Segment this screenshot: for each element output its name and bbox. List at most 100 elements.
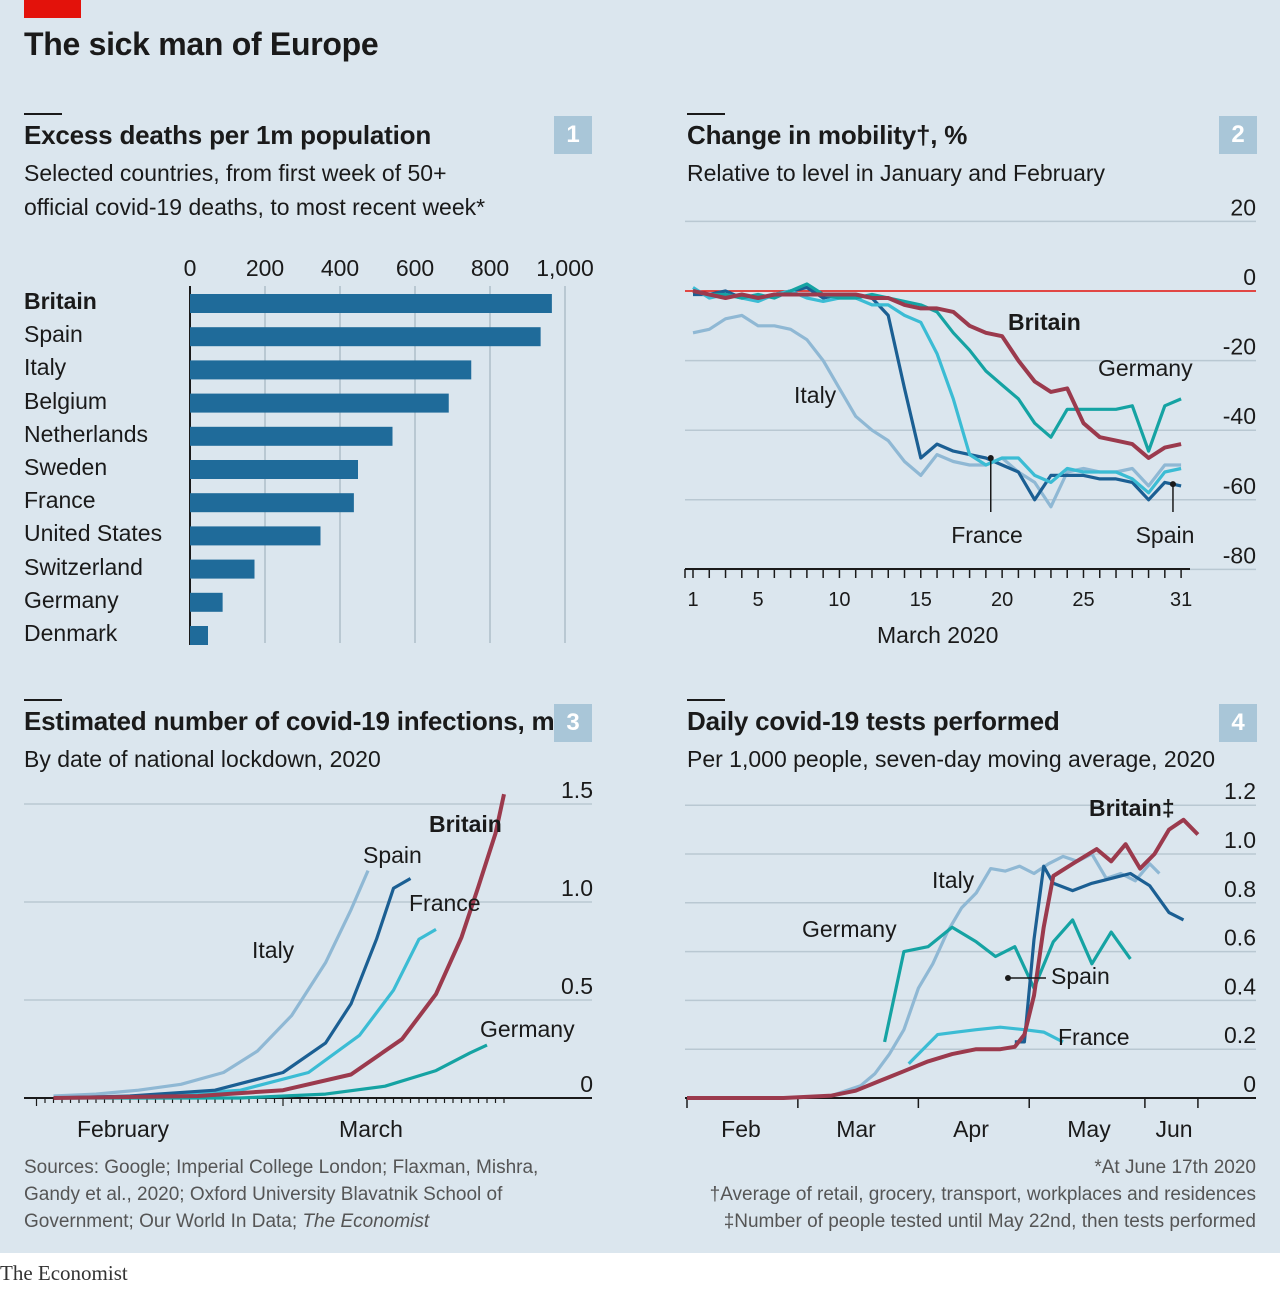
chart-1-bar-belgium xyxy=(190,393,449,413)
chart-1-label-united-states: United States xyxy=(24,520,163,547)
chart-1-title: Excess deaths per 1m population xyxy=(24,120,432,150)
chart-1-label-france: France xyxy=(24,487,96,514)
chart-2-xtick-31: 31 xyxy=(1170,589,1192,611)
chart-1-label-spain: Spain xyxy=(24,321,83,348)
chart-1-label-denmark: Denmark xyxy=(24,620,118,646)
panel-1-rule xyxy=(24,113,62,115)
chart-2-ytick-0: 0 xyxy=(1243,264,1256,290)
chart-3-ytick-1-0: 1.0 xyxy=(561,875,593,901)
chart-3-label-france: France xyxy=(409,890,481,916)
chart-1-tick-200: 200 xyxy=(246,255,284,281)
chart-1-label-belgium: Belgium xyxy=(24,387,108,414)
chart-1-bar-france xyxy=(190,493,354,513)
chart-2-badge: 2 xyxy=(1219,116,1257,154)
chart-2-xtick-5: 5 xyxy=(753,589,764,611)
chart-2-label-italy: Italy xyxy=(794,382,837,408)
chart-1-badge: 1 xyxy=(554,116,592,154)
chart-4-label-britain: Britain‡ xyxy=(1089,795,1175,821)
panel-2-rule xyxy=(687,113,725,115)
chart-4-subtitle: Per 1,000 people, seven-day moving avera… xyxy=(687,746,1216,772)
chart-2-ytick-20: -20 xyxy=(1223,334,1256,360)
chart-1-tick-800: 800 xyxy=(471,255,509,281)
chart-4-badge: 4 xyxy=(1219,704,1257,742)
chart-1-tick-600: 600 xyxy=(396,255,434,281)
chart-4-ytick-1-0: 1.0 xyxy=(1224,827,1256,853)
chart-4-ytick-1-2: 1.2 xyxy=(1224,778,1256,804)
chart-4-xtick-mar: Mar xyxy=(836,1116,876,1142)
chart-4-label-italy: Italy xyxy=(932,867,975,893)
chart-3-ytick-1-5: 1.5 xyxy=(561,777,593,803)
chart-4-xtick-may: May xyxy=(1067,1116,1111,1142)
chart-4-xtick-feb: Feb xyxy=(721,1116,761,1142)
chart-2-line-germany xyxy=(692,282,1182,453)
chart-2-ytick-60: -60 xyxy=(1223,473,1256,499)
chart-1-label-sweden: Sweden xyxy=(24,454,108,480)
chart-2-ytick-20: 20 xyxy=(1230,194,1256,220)
chart-1-tick-0: 0 xyxy=(184,255,197,281)
chart-3-subtitle: By date of national lockdown, 2020 xyxy=(24,746,381,772)
chart-4-line-britain xyxy=(687,817,1200,1100)
chart-4-line-france xyxy=(907,1025,1064,1065)
chart-3-line-france xyxy=(53,928,437,1100)
chart-1-label-switzerland: Switzerland xyxy=(24,553,143,580)
chart-4-title: Daily covid-19 tests performed xyxy=(687,706,1060,736)
sources-line-3: Government; Our World In Data; The Econo… xyxy=(24,1208,429,1235)
chart-1-bar-sweden xyxy=(190,460,358,479)
chart-4-xtick-jun: Jun xyxy=(1155,1116,1192,1142)
economist-logo-text: The Economist xyxy=(0,1261,128,1285)
chart-2-spain-leader-dot xyxy=(1169,481,1176,488)
chart-3-line-italy xyxy=(53,869,370,1098)
chart-2-xtick-10: 10 xyxy=(828,589,850,611)
chart-2-line-spain xyxy=(693,285,1182,502)
sources-economist: The Economist xyxy=(302,1211,430,1232)
chart-4-spain-leader-dot xyxy=(1005,975,1011,981)
chart-1-bar-italy xyxy=(190,360,472,380)
chart-3-xtick-march: March xyxy=(339,1116,403,1142)
chart-4-ytick-0: 0 xyxy=(1243,1071,1256,1097)
chart-1-bar-denmark xyxy=(190,626,208,645)
chart-1-subtitle-line-2: official covid-19 deaths, to most recent… xyxy=(24,194,486,220)
chart-4-label-france: France xyxy=(1058,1024,1130,1050)
chart-4-ytick-0-2: 0.2 xyxy=(1224,1022,1256,1048)
chart-4-line-germany xyxy=(883,918,1132,1043)
chart-page: The sick man of Europe Excess deaths per… xyxy=(0,0,1280,1253)
chart-2-line-france xyxy=(692,286,1182,495)
chart-4-label-spain: Spain xyxy=(1051,963,1110,989)
chart-3-title: Estimated number of covid-19 infections,… xyxy=(24,706,555,736)
chart-3-badge: 3 xyxy=(554,704,592,742)
chart-2-xtick-1: 1 xyxy=(687,589,698,611)
chart-3-label-italy: Italy xyxy=(252,937,295,963)
panel-4-rule xyxy=(687,699,725,701)
chart-3-ytick-0: 0 xyxy=(580,1071,593,1097)
sources-line-2: Gandy et al., 2020; Oxford University Bl… xyxy=(24,1184,503,1205)
chart-2-label-spain: Spain xyxy=(1136,522,1195,548)
chart-3-line-germany xyxy=(53,1043,488,1100)
chart-3-label-britain: Britain xyxy=(429,811,502,837)
chart-2-line-britain xyxy=(692,289,1182,460)
economist-red-tag xyxy=(24,0,81,18)
chart-4-ytick-0-4: 0.4 xyxy=(1224,973,1256,999)
chart-3-line-britain xyxy=(53,793,506,1100)
chart-4-ytick-0-8: 0.8 xyxy=(1224,876,1256,902)
chart-3-ytick-0-5: 0.5 xyxy=(561,973,593,999)
chart-1-label-netherlands: Netherlands xyxy=(24,420,149,447)
chart-2-xtick-15: 15 xyxy=(910,589,932,611)
sources-line-3-text: Government; Our World In Data; xyxy=(24,1211,303,1232)
chart-2-ytick-40: -40 xyxy=(1223,403,1256,429)
chart-4-line-spain xyxy=(1014,864,1185,1044)
chart-1-bar-germany xyxy=(190,592,223,612)
note-asterisk: *At June 17th 2020 xyxy=(1094,1157,1256,1178)
chart-1-bar-switzerland xyxy=(190,559,255,579)
sources-line-1: Sources: Google; Imperial College London… xyxy=(24,1157,539,1178)
chart-2-subtitle: Relative to level in January and Februar… xyxy=(687,160,1106,186)
chart-1-bar-united-states xyxy=(190,526,321,546)
chart-4-line-italy xyxy=(831,852,1161,1098)
chart-3-label-germany: Germany xyxy=(480,1016,575,1042)
note-double-dagger: ‡Number of people tested until May 22nd,… xyxy=(723,1211,1256,1232)
chart-3-line-spain xyxy=(53,877,412,1100)
chart-3-label-spain: Spain xyxy=(363,842,422,868)
chart-1-tick-1000: 1,000 xyxy=(536,255,594,281)
chart-3-xtick-february: February xyxy=(77,1116,170,1142)
main-title: The sick man of Europe xyxy=(24,26,379,62)
